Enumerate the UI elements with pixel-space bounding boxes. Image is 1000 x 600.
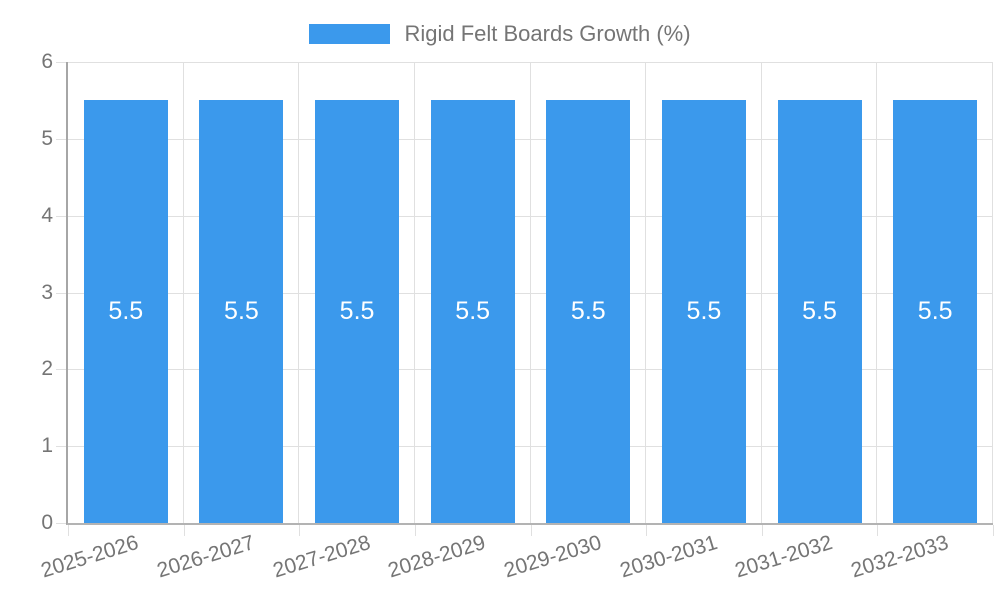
x-gridline [876, 62, 878, 523]
bar-2026-2027[interactable]: 5.5 [199, 100, 284, 523]
y-axis-tick [56, 62, 66, 63]
bar-value-label: 5.5 [224, 297, 259, 326]
y-axis-label: 0 [41, 511, 53, 534]
x-axis-label: 2031-2032 [732, 531, 836, 583]
x-axis-tick [414, 525, 416, 536]
bar-value-label: 5.5 [339, 297, 375, 326]
y-gridline [68, 62, 993, 63]
y-axis-tick [56, 446, 66, 448]
y-axis-tick [56, 369, 66, 371]
x-axis-tick [877, 525, 879, 536]
x-gridline [182, 62, 184, 523]
bar-2028-2029[interactable]: 5.5 [430, 100, 515, 523]
bar-value-label: 5.5 [802, 297, 837, 326]
y-axis-label: 6 [41, 50, 53, 73]
y-axis-tick [56, 523, 66, 524]
bar-2029-2030[interactable]: 5.5 [546, 100, 631, 523]
x-axis-label: 2027-2028 [270, 531, 373, 583]
legend[interactable]: Rigid Felt Boards Growth (%) [0, 16, 1000, 52]
x-axis-label: 2029-2030 [501, 531, 605, 583]
x-axis-label: 2025-2026 [38, 531, 142, 583]
bar-value-label: 5.5 [570, 297, 606, 326]
legend-label: Rigid Felt Boards Growth (%) [404, 21, 691, 46]
bar-value-label: 5.5 [108, 297, 144, 326]
y-axis-tick [56, 292, 66, 294]
x-axis-label: 2026-2027 [154, 531, 258, 583]
x-gridline [298, 62, 300, 523]
y-gridline [68, 292, 993, 294]
x-axis-tick [646, 525, 648, 536]
x-axis-tick [530, 525, 532, 536]
x-axis-tick [183, 525, 185, 536]
bar-2025-2026[interactable]: 5.5 [83, 100, 168, 523]
y-gridline [68, 446, 993, 448]
x-gridline [992, 62, 993, 523]
legend-color-swatch [309, 24, 391, 44]
y-gridline [68, 369, 993, 371]
x-axis-tick [68, 525, 69, 536]
y-gridline [68, 215, 993, 217]
x-axis-tick [761, 525, 763, 536]
bar-2032-2033[interactable]: 5.5 [893, 100, 978, 523]
bar-value-label: 5.5 [686, 297, 722, 326]
y-axis-label: 5 [41, 126, 53, 150]
x-axis-label: 2028-2029 [385, 531, 489, 583]
bar-value-label: 5.5 [917, 297, 953, 326]
x-gridline [645, 62, 647, 523]
plot-area: 5.5 5.5 5.5 5.5 5.5 5.5 5.5 5.5 [66, 62, 993, 525]
x-gridline [413, 62, 415, 523]
y-axis-tick [56, 215, 66, 217]
bar-2030-2031[interactable]: 5.5 [661, 100, 746, 523]
bar-2027-2028[interactable]: 5.5 [315, 100, 400, 523]
x-axis-label: 2030-2031 [616, 531, 720, 583]
x-axis-tick [299, 525, 301, 536]
y-gridline [68, 138, 993, 140]
x-axis-tick [993, 525, 994, 536]
y-axis-label: 3 [41, 280, 53, 304]
y-axis-tick [56, 138, 66, 140]
x-gridline [760, 62, 762, 523]
y-axis-label: 4 [41, 203, 53, 227]
x-gridline [529, 62, 531, 523]
y-axis-label: 2 [41, 357, 53, 381]
y-axis-label: 1 [41, 434, 53, 458]
bar-2031-2032[interactable]: 5.5 [777, 100, 862, 523]
x-axis-label: 2032-2033 [848, 531, 951, 583]
bar-value-label: 5.5 [455, 297, 491, 326]
